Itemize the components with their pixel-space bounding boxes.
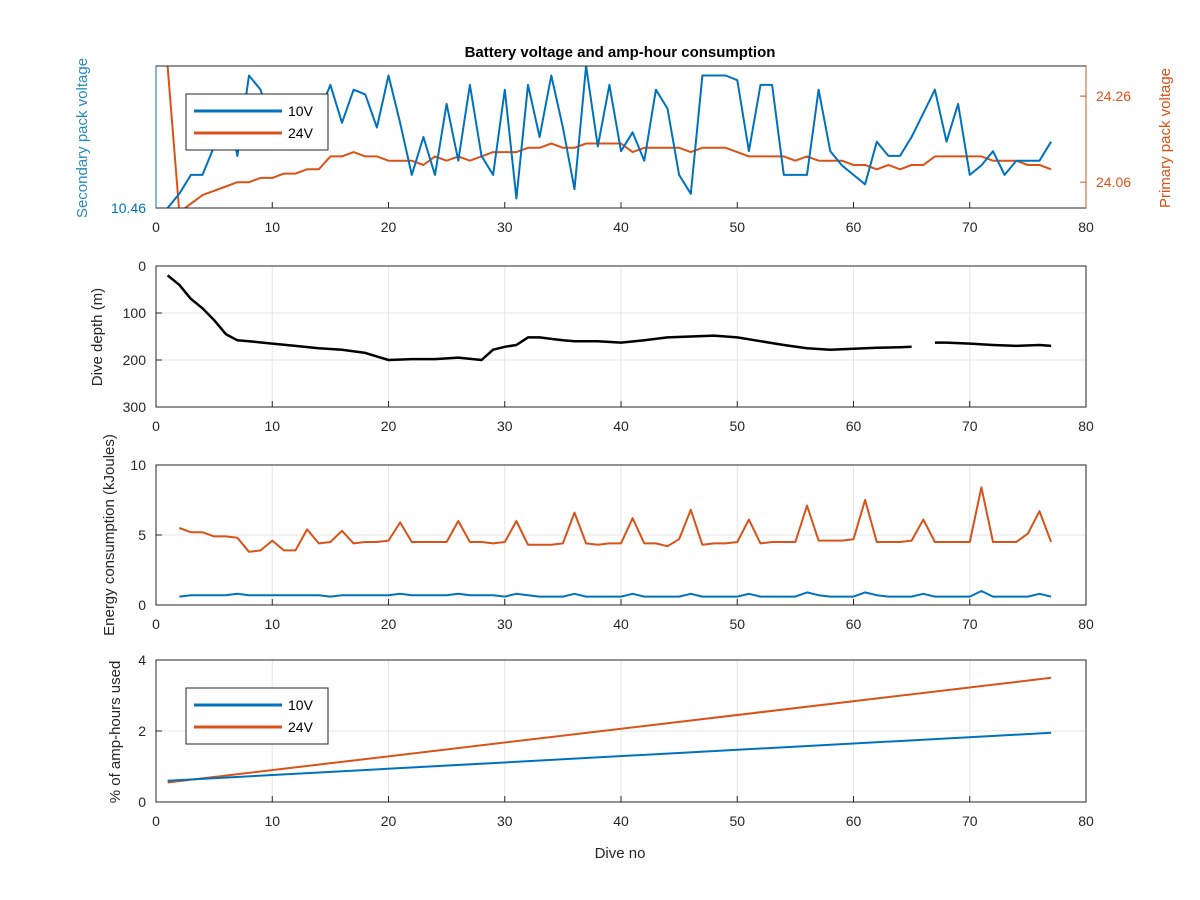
- legend-label-10v: 10V: [288, 103, 314, 119]
- y-axis-label: Energy consumption (kJoules): [101, 434, 118, 636]
- x-tick-label: 60: [846, 616, 862, 632]
- x-tick-label: 10: [264, 219, 280, 235]
- x-tick-label: 20: [381, 418, 397, 434]
- amphours-panel: 0 10 20 30 40 50 60 70 80 0 2 4 10V 24V % of amp-hours…: [107, 652, 1094, 862]
- depth-line-segment-2: [934, 341, 1052, 348]
- x-tick-label: 50: [729, 616, 745, 632]
- x-tick-label: 40: [613, 616, 629, 632]
- x-tick-label: 0: [152, 219, 160, 235]
- y-tick-label: 0: [138, 258, 146, 274]
- plot-frame: [155, 265, 1087, 408]
- y-tick-label: 10: [130, 457, 146, 473]
- x-tick-label: 50: [729, 418, 745, 434]
- y-right-tick-label: 24.06: [1096, 174, 1131, 190]
- y-tick-label: 4: [138, 652, 146, 668]
- x-tick-label: 30: [497, 813, 513, 829]
- y-tick-label: 0: [138, 597, 146, 613]
- x-tick-label: 50: [729, 219, 745, 235]
- x-axis-label: Dive no: [595, 845, 646, 862]
- x-tick-label: 60: [846, 418, 862, 434]
- y-right-tick-label: 24.26: [1096, 88, 1131, 104]
- x-tick-label: 50: [729, 813, 745, 829]
- legend-box: [185, 687, 329, 745]
- y-axis-label-left: Secondary pack voltage: [74, 58, 91, 218]
- legend-label-24v: 24V: [288, 719, 314, 735]
- x-tick-label: 70: [962, 813, 978, 829]
- x-tick-label: 10: [264, 813, 280, 829]
- x-tick-label: 10: [264, 616, 280, 632]
- x-tick-label: 10: [264, 418, 280, 434]
- x-tick-label: 0: [152, 616, 160, 632]
- series-10v-line: [179, 590, 1052, 598]
- y-axis-label: % of amp-hours used: [107, 661, 124, 804]
- x-tick-label: 80: [1078, 813, 1094, 829]
- depth-line-segment-1: [166, 274, 912, 362]
- x-tick-label: 0: [152, 813, 160, 829]
- y-tick-label: 300: [123, 399, 147, 415]
- x-tick-label: 20: [381, 219, 397, 235]
- depth-panel: 0 10 20 30 40 50 60 70 80 0 100 200 300 Dive depth (m…: [89, 258, 1094, 434]
- x-tick-label: 30: [497, 616, 513, 632]
- x-tick-label: 0: [152, 418, 160, 434]
- x-tick-label: 60: [846, 813, 862, 829]
- x-tick-label: 80: [1078, 418, 1094, 434]
- x-tick-label: 30: [497, 418, 513, 434]
- x-tick-label: 20: [381, 813, 397, 829]
- x-tick-label: 70: [962, 418, 978, 434]
- y-tick-label: 2: [138, 723, 146, 739]
- x-tick-label: 30: [497, 219, 513, 235]
- voltage-panel: 0 10 20 30 40 50 60 70 80 10.46 24.06 24.26 10V 24V Ba…: [74, 44, 1174, 235]
- series-24v-line: [178, 486, 1053, 553]
- series-24v-line: [167, 676, 1052, 784]
- energy-panel: 0 10 20 30 40 50 60 70 80 0 5 10 Energy consumption …: [101, 434, 1094, 636]
- plot-frame: [155, 464, 1087, 606]
- y-left-tick-label: 10.46: [111, 200, 146, 216]
- x-tick-label: 70: [962, 219, 978, 235]
- y-axis-label: Dive depth (m): [89, 288, 106, 386]
- x-tick-label: 60: [846, 219, 862, 235]
- x-tick-label: 40: [613, 219, 629, 235]
- x-tick-label: 20: [381, 616, 397, 632]
- plot-frame: [155, 659, 1087, 803]
- x-tick-label: 80: [1078, 616, 1094, 632]
- y-tick-label: 5: [138, 527, 146, 543]
- legend-label-10v: 10V: [288, 697, 314, 713]
- y-tick-label: 200: [123, 352, 147, 368]
- y-tick-label: 0: [138, 794, 146, 810]
- y-axis-label-right: Primary pack voltage: [1157, 68, 1174, 208]
- legend-label-24v: 24V: [288, 125, 314, 141]
- series-24v-line: [166, 66, 1052, 208]
- x-tick-label: 40: [613, 813, 629, 829]
- x-tick-label: 80: [1078, 219, 1094, 235]
- series-10v-line: [167, 731, 1052, 782]
- legend-box: [185, 93, 329, 151]
- y-tick-label: 100: [123, 305, 147, 321]
- x-tick-label: 40: [613, 418, 629, 434]
- x-tick-label: 70: [962, 616, 978, 632]
- chart-title: Battery voltage and amp-hour consumption: [465, 44, 776, 61]
